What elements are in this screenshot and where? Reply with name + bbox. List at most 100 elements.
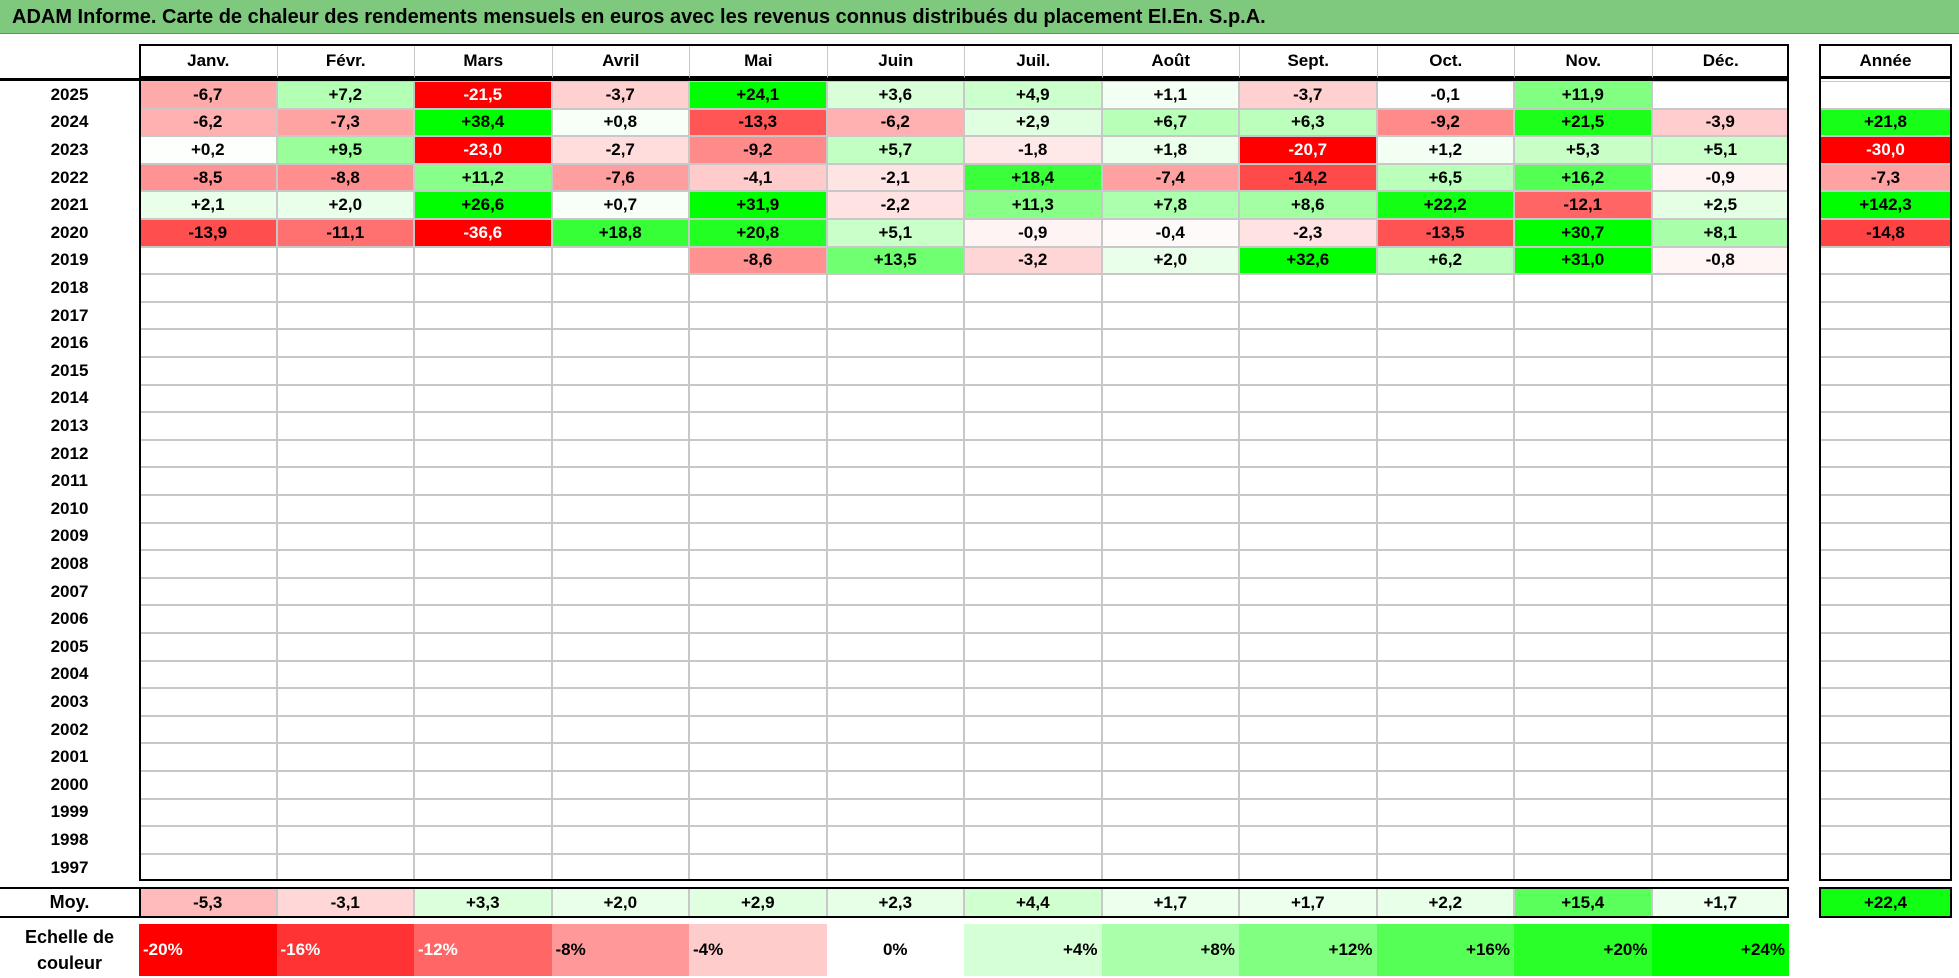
heatmap-cell xyxy=(551,605,689,633)
heatmap-cell: -11,1 xyxy=(276,219,414,247)
heatmap-cell: -7,3 xyxy=(276,108,414,137)
annual-cell xyxy=(1819,301,1952,330)
heatmap-cell xyxy=(139,715,277,744)
heatmap-cell xyxy=(689,715,827,744)
heatmap-cell: -4,1 xyxy=(689,163,827,192)
heatmap-cell xyxy=(1239,826,1377,854)
heatmap-cell xyxy=(1239,798,1377,827)
heatmap-cell: -13,9 xyxy=(139,219,277,247)
average-annual-cell: +22,4 xyxy=(1819,887,1952,919)
heatmap-cell: +18,8 xyxy=(551,219,689,247)
row-year-label: 2023 xyxy=(50,139,89,159)
annual-cell xyxy=(1819,688,1952,716)
annual-header: Année xyxy=(1819,44,1952,79)
heatmap-cell xyxy=(689,743,827,771)
heatmap-cell xyxy=(1651,853,1789,882)
annual-cell xyxy=(1819,550,1952,578)
heatmap-cell xyxy=(139,660,277,689)
annual-cell xyxy=(1819,771,1952,799)
heatmap-cell: +0,8 xyxy=(551,108,689,137)
color-scale-step: -20% xyxy=(139,924,277,976)
color-scale-step: +24% xyxy=(1651,924,1789,976)
heatmap-cell xyxy=(276,439,414,468)
heatmap-cell xyxy=(1376,660,1514,689)
heatmap-cell xyxy=(414,605,552,633)
heatmap-cell xyxy=(139,357,277,385)
heatmap-cell xyxy=(551,853,689,882)
average-cell: -3,1 xyxy=(276,887,414,919)
heatmap-cell xyxy=(826,522,964,551)
heatmap-cell xyxy=(1239,439,1377,468)
heatmap-cell xyxy=(139,771,277,799)
annual-cell xyxy=(1819,329,1952,357)
heatmap-cell: +5,7 xyxy=(826,136,964,164)
annual-cell xyxy=(1819,246,1952,275)
heatmap-cell xyxy=(414,329,552,357)
heatmap-cell xyxy=(964,743,1102,771)
heatmap-cell: -6,2 xyxy=(826,108,964,137)
heatmap-cell xyxy=(414,357,552,385)
heatmap-cell: -7,4 xyxy=(1101,163,1239,192)
heatmap-cell: +30,7 xyxy=(1514,219,1652,247)
heatmap-cell xyxy=(689,522,827,551)
average-cell: +2,2 xyxy=(1376,887,1514,919)
heatmap-cell: -0,9 xyxy=(1651,163,1789,192)
heatmap-cell xyxy=(1651,301,1789,330)
heatmap-cell xyxy=(689,577,827,606)
heatmap-cell xyxy=(1514,633,1652,661)
heatmap-cell xyxy=(1101,301,1239,330)
heatmap-cell: +11,3 xyxy=(964,191,1102,219)
heatmap-cell: +5,1 xyxy=(826,219,964,247)
heatmap-cell xyxy=(1239,329,1377,357)
heatmap-cell xyxy=(1514,577,1652,606)
heatmap-cell xyxy=(689,495,827,523)
annual-cell xyxy=(1819,495,1952,523)
heatmap-cell xyxy=(964,577,1102,606)
heatmap-cell xyxy=(139,246,277,275)
heatmap-cell xyxy=(689,605,827,633)
heatmap-cell: +2,9 xyxy=(964,108,1102,137)
row-year-label: 2003 xyxy=(50,691,89,711)
heatmap-cell xyxy=(1514,329,1652,357)
heatmap-cell xyxy=(414,853,552,882)
column-header: Mai xyxy=(689,44,827,79)
heatmap-cell xyxy=(964,301,1102,330)
annual-cell xyxy=(1819,853,1952,882)
heatmap-cell xyxy=(1101,522,1239,551)
heatmap-cell xyxy=(276,577,414,606)
heatmap-cell xyxy=(139,495,277,523)
row-year-label: 2020 xyxy=(50,222,89,242)
heatmap-cell xyxy=(826,577,964,606)
heatmap-cell xyxy=(1239,522,1377,551)
heatmap-cell: -3,9 xyxy=(1651,108,1789,137)
heatmap-cell xyxy=(1376,743,1514,771)
heatmap-cell: +4,9 xyxy=(964,81,1102,109)
heatmap-cell xyxy=(964,715,1102,744)
heatmap-cell xyxy=(139,853,277,882)
annual-cell xyxy=(1819,715,1952,744)
heatmap-cell xyxy=(139,826,277,854)
annual-cell xyxy=(1819,577,1952,606)
heatmap-cell xyxy=(414,384,552,413)
heatmap-cell: -0,9 xyxy=(964,219,1102,247)
heatmap-cell xyxy=(414,715,552,744)
heatmap-cell xyxy=(1101,357,1239,385)
heatmap-cell xyxy=(964,633,1102,661)
annual-cell xyxy=(1819,439,1952,468)
heatmap-cell xyxy=(1651,467,1789,495)
column-header: Juin xyxy=(826,44,964,79)
heatmap-cell: +13,5 xyxy=(826,246,964,275)
heatmap-cell xyxy=(1514,605,1652,633)
color-scale-label: Echelle de couleur xyxy=(24,927,115,973)
heatmap-cell xyxy=(551,522,689,551)
heatmap-cell xyxy=(414,495,552,523)
heatmap-cell: +6,7 xyxy=(1101,108,1239,137)
heatmap-cell xyxy=(551,577,689,606)
heatmap-cell xyxy=(1651,715,1789,744)
row-year-label: 1997 xyxy=(50,857,89,877)
heatmap-cell xyxy=(551,384,689,413)
heatmap-cell xyxy=(1376,329,1514,357)
color-scale-step: +16% xyxy=(1376,924,1514,976)
heatmap-cell xyxy=(1651,826,1789,854)
heatmap-cell xyxy=(1376,495,1514,523)
